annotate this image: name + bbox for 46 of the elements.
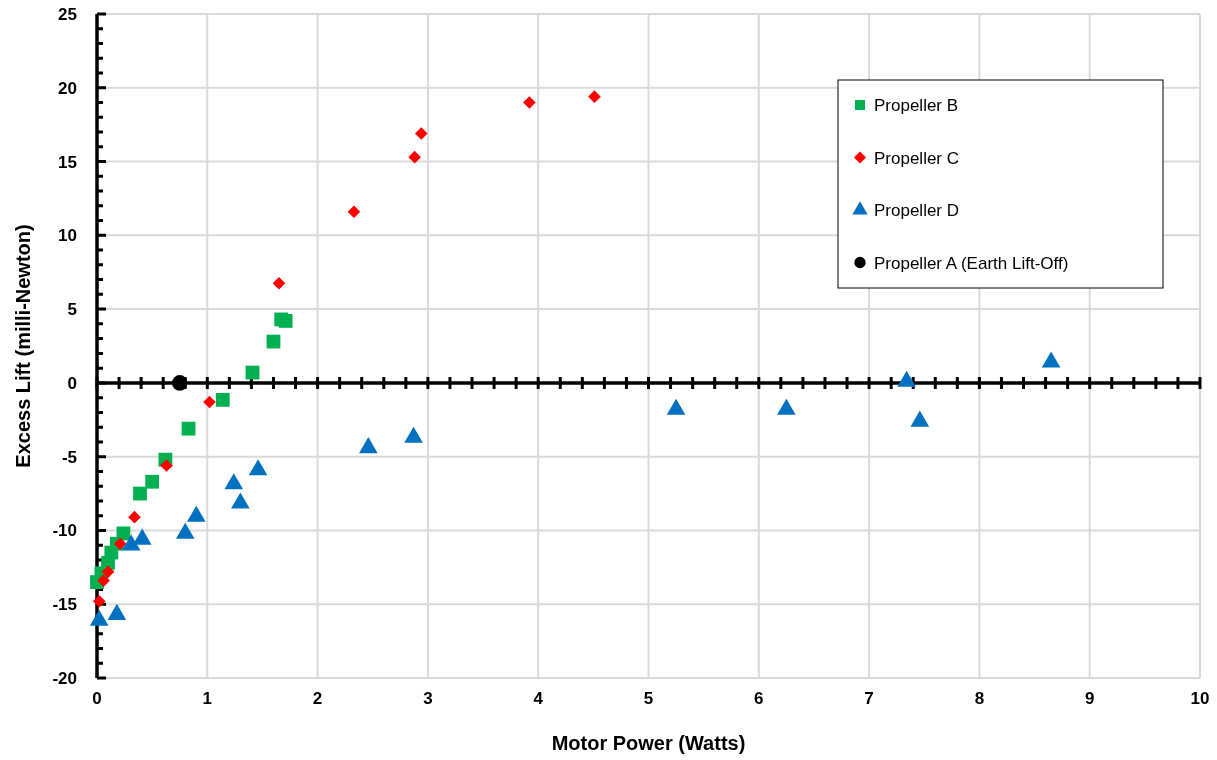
y-axis-title: Excess Lift (milli-Newton) [12, 224, 34, 468]
x-tick-label: 4 [533, 689, 544, 708]
point [97, 574, 110, 587]
x-tick-label: 2 [312, 689, 323, 708]
point [128, 510, 141, 524]
point [171, 375, 188, 391]
point [272, 277, 286, 290]
y-tick-label: 15 [58, 152, 77, 172]
x-tick-label: 0 [92, 689, 102, 708]
point [278, 314, 293, 328]
y-tick-label: -10 [52, 521, 77, 541]
point [101, 565, 115, 579]
y-tick-label: -20 [52, 669, 77, 688]
point [588, 90, 601, 103]
x-tick-label: 10 [1190, 689, 1210, 708]
point [145, 474, 160, 489]
point [160, 459, 173, 472]
x-tick-label: 6 [754, 689, 764, 708]
point [113, 537, 127, 551]
point [347, 205, 361, 219]
y-tick-label: -15 [52, 595, 77, 615]
point [414, 127, 428, 140]
point [181, 421, 196, 436]
point [92, 594, 106, 608]
y-tick-label: -5 [61, 447, 77, 467]
x-tick-label: 8 [974, 689, 985, 708]
point [523, 96, 536, 109]
legend-label: Propeller D [874, 201, 960, 220]
legend-label: Propeller B [874, 96, 959, 115]
y-tick-label: 5 [67, 300, 77, 320]
y-tick-label: 25 [58, 5, 77, 24]
point [215, 392, 230, 407]
x-tick-label: 3 [423, 689, 433, 708]
point [133, 486, 147, 501]
x-axis-title: Motor Power (Watts) [551, 732, 746, 754]
legend-label: Propeller A (Earth Lift-Off) [874, 253, 1069, 273]
x-tick-label: 5 [643, 689, 654, 708]
y-tick-label: 0 [67, 373, 77, 393]
x-tick-label: 1 [202, 689, 213, 708]
point [203, 395, 216, 409]
y-tick-label: 10 [58, 226, 77, 246]
y-tick-label: 20 [58, 78, 77, 98]
point [408, 150, 421, 164]
legend-label: Propeller C [874, 148, 960, 168]
x-tick-label: 7 [864, 689, 874, 708]
x-tick-label: 9 [1084, 689, 1095, 708]
